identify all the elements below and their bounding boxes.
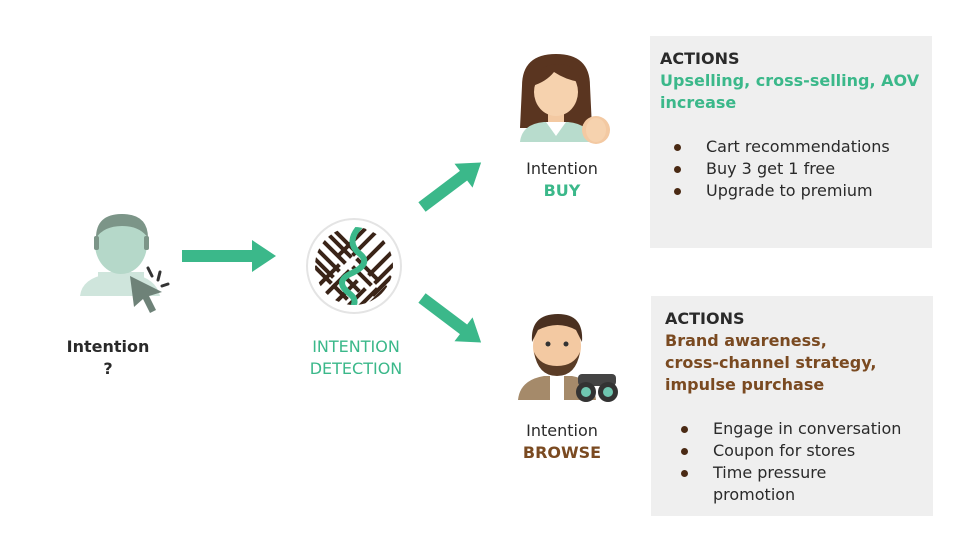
list-item: Cart recommendations <box>674 136 890 158</box>
maze-icon <box>306 218 402 314</box>
browse-intention-value: BROWSE <box>522 443 602 462</box>
browse-actions-list: Engage in conversation Coupon for stores… <box>681 418 901 506</box>
browse-actions-card: ACTIONS Brand awareness, cross-channel s… <box>651 296 933 516</box>
browse-actions-subtitle-2: cross-channel strategy, <box>665 353 877 372</box>
buy-actions-subtitle-1: Upselling, cross-selling, AOV <box>660 71 920 90</box>
list-item: Time pressure <box>681 462 901 484</box>
list-item: Buy 3 get 1 free <box>674 158 890 180</box>
user-intention-label: Intention <box>66 337 150 356</box>
detector-label-line1: INTENTION <box>312 337 400 356</box>
browse-actions-heading: ACTIONS <box>665 309 745 328</box>
buy-actions-heading: ACTIONS <box>660 49 740 68</box>
cursor-click-icon <box>130 266 170 313</box>
buy-actions-card: ACTIONS Upselling, cross-selling, AOV in… <box>650 36 932 248</box>
buy-intention-label: Intention <box>526 159 598 178</box>
buy-actions-list: Cart recommendations Buy 3 get 1 free Up… <box>674 136 890 202</box>
browse-actions-subtitle-1: Brand awareness, <box>665 331 827 350</box>
woman-shopper-icon <box>520 54 610 144</box>
list-item: Engage in conversation <box>681 418 901 440</box>
buy-actions-subtitle-2: increase <box>660 93 737 112</box>
browse-intention-label: Intention <box>526 421 598 440</box>
buy-intention-value: BUY <box>543 181 581 200</box>
list-item: Coupon for stores <box>681 440 901 462</box>
arrow-user-to-detector <box>182 240 276 272</box>
browse-actions-subtitle-3: impulse purchase <box>665 375 825 394</box>
arrow-detector-to-browse <box>418 293 482 343</box>
list-item: Upgrade to premium <box>674 180 890 202</box>
detector-label-line2: DETECTION <box>309 359 403 378</box>
list-item-continued: promotion <box>713 485 796 504</box>
user-intention-value: ? <box>103 359 113 378</box>
arrow-detector-to-buy <box>418 162 482 212</box>
man-binoculars-icon <box>518 314 618 402</box>
